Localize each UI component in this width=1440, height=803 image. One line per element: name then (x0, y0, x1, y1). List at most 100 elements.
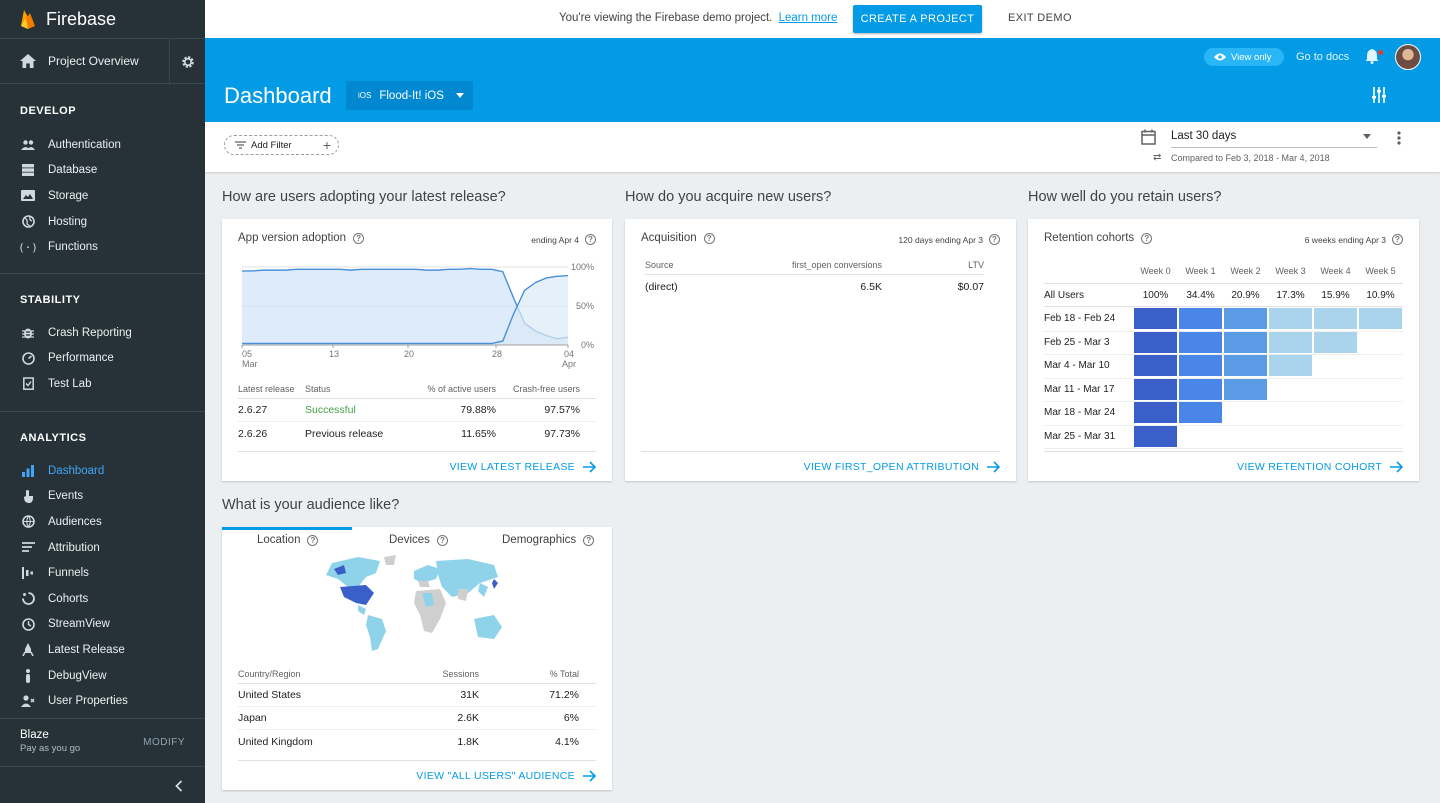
firebase-brand[interactable]: Firebase (0, 0, 205, 38)
table-row[interactable]: 2.6.27 Successful 79.88% 97.57% (238, 399, 596, 422)
sidebar-item-label: StreamView (48, 618, 110, 631)
retention-cell[interactable] (1224, 331, 1267, 353)
help-icon[interactable]: ? (353, 232, 365, 244)
cohorts-icon (20, 591, 36, 607)
view-all-users-audience-link[interactable]: VIEW "ALL USERS" AUDIENCE (238, 760, 596, 790)
modify-plan-button[interactable]: MODIFY (143, 737, 185, 748)
tune-icon[interactable] (1371, 87, 1387, 103)
sidebar-item-audiences[interactable]: Audiences (0, 509, 205, 535)
help-icon[interactable]: ? (583, 534, 595, 546)
retention-cell[interactable] (1224, 308, 1267, 329)
add-filter-button[interactable]: Add Filter + (224, 135, 339, 155)
sessions-cell: 2.6K (457, 712, 479, 724)
retention-cell[interactable] (1179, 331, 1222, 353)
crash-free-cell: 97.57% (544, 404, 580, 416)
x-tick-sublabel: Mar (242, 359, 258, 369)
view-first-open-attribution-link[interactable]: VIEW FIRST_OPEN ATTRIBUTION (641, 451, 1000, 481)
collapse-sidebar-button[interactable] (0, 767, 205, 803)
sidebar-item-label: Events (48, 490, 84, 503)
table-row[interactable]: 2.6.26 Previous release 11.65% 97.73% (238, 422, 596, 445)
date-range-value: Last 30 days (1171, 130, 1237, 142)
retention-cell[interactable] (1134, 308, 1177, 329)
tab-location[interactable]: Location? (257, 534, 319, 546)
sidebar-item-dashboard[interactable]: Dashboard (0, 458, 205, 484)
retention-cell[interactable] (1269, 355, 1312, 376)
table-row[interactable]: Japan 2.6K 6% (238, 707, 596, 730)
sidebar-item-performance[interactable]: Performance (0, 346, 205, 372)
exit-demo-button[interactable]: EXIT DEMO (1008, 12, 1072, 24)
notifications-bell-icon[interactable] (1365, 48, 1379, 64)
retention-cell[interactable] (1224, 378, 1267, 400)
help-icon[interactable]: ? (703, 232, 715, 244)
learn-more-link[interactable]: Learn more (778, 12, 838, 24)
retention-cell[interactable] (1134, 355, 1177, 376)
sidebar-item-latest-release[interactable]: Latest Release (0, 637, 205, 663)
help-icon[interactable]: ? (436, 534, 448, 546)
help-icon[interactable]: ? (1392, 234, 1403, 245)
app-selector[interactable]: iOS Flood-It! iOS (346, 81, 473, 110)
table-row[interactable]: (direct) 6.5K $0.07 (645, 275, 984, 298)
week-header: Week 1 (1185, 266, 1216, 276)
sidebar-item-label: DebugView (48, 669, 107, 682)
settings-button[interactable] (169, 39, 205, 85)
create-project-button[interactable]: CREATE A PROJECT (853, 5, 982, 33)
cohort-label: Mar 11 - Mar 17 (1044, 383, 1115, 395)
sidebar-item-storage[interactable]: Storage (0, 183, 205, 209)
retention-cell[interactable] (1224, 355, 1267, 376)
calendar-icon (1141, 129, 1156, 145)
retention-cell[interactable] (1179, 355, 1222, 376)
retention-cell[interactable] (1269, 308, 1312, 329)
country-cell: Japan (238, 712, 267, 724)
help-icon[interactable]: ? (1141, 232, 1153, 244)
app-name: Flood-It! iOS (379, 89, 444, 102)
sidebar-item-events[interactable]: Events (0, 484, 205, 510)
retention-cell[interactable] (1134, 425, 1177, 447)
cohort-label: Feb 25 - Mar 3 (1044, 336, 1110, 348)
cohort-label: Mar 25 - Mar 31 (1044, 430, 1116, 442)
sidebar-item-database[interactable]: Database (0, 158, 205, 184)
sidebar-item-attribution[interactable]: Attribution (0, 535, 205, 561)
sidebar-item-cohorts[interactable]: Cohorts (0, 586, 205, 612)
all-users-value: 20.9% (1231, 290, 1260, 301)
retention-cell[interactable] (1134, 331, 1177, 353)
sidebar-item-crash-reporting[interactable]: Crash Reporting (0, 320, 205, 346)
tab-devices[interactable]: Devices? (389, 534, 448, 546)
table-row[interactable]: United Kingdom 1.8K 4.1% (238, 730, 596, 753)
sidebar-item-debugview[interactable]: DebugView (0, 663, 205, 689)
retention-cell[interactable] (1134, 378, 1177, 400)
date-range-select[interactable]: Last 30 days (1171, 128, 1377, 148)
retention-cell[interactable] (1269, 331, 1312, 353)
sidebar-item-streamview[interactable]: StreamView (0, 612, 205, 638)
adoption-series-area (242, 268, 568, 345)
view-latest-release-link[interactable]: VIEW LATEST RELEASE (238, 451, 596, 481)
view-retention-cohort-link[interactable]: VIEW RETENTION COHORT (1044, 451, 1403, 481)
sidebar-item-label: Latest Release (48, 643, 125, 656)
go-to-docs-link[interactable]: Go to docs (1296, 51, 1350, 63)
more-vert-icon[interactable] (1397, 131, 1401, 145)
sidebar-item-hosting[interactable]: Hosting (0, 209, 205, 235)
week-header: Week 3 (1275, 266, 1306, 276)
active-users-cell: 11.65% (461, 427, 496, 440)
retention-cell[interactable] (1179, 402, 1222, 423)
user-avatar[interactable] (1395, 44, 1421, 70)
tab-demographics[interactable]: Demographics? (502, 534, 595, 546)
retention-cell[interactable] (1359, 308, 1402, 329)
country-cell: United Kingdom (238, 735, 313, 748)
x-tick-label: 04 (564, 349, 574, 359)
sidebar-item-authentication[interactable]: Authentication (0, 132, 205, 158)
retention-cell[interactable] (1179, 378, 1222, 400)
help-icon[interactable]: ? (989, 234, 1000, 245)
sidebar-item-user-properties[interactable]: User Properties (0, 688, 205, 714)
table-row[interactable]: United States 31K 71.2% (238, 684, 596, 707)
sidebar-item-functions[interactable]: (·) Functions (0, 234, 205, 260)
retention-cell[interactable] (1314, 331, 1357, 353)
retention-cell[interactable] (1314, 308, 1357, 329)
project-overview[interactable]: Project Overview (0, 38, 205, 85)
retention-table: Week 0 Week 1 Week 2 Week 3 Week 4 Week 5 All … (1044, 259, 1403, 451)
help-icon[interactable]: ? (585, 234, 596, 245)
help-icon[interactable]: ? (307, 534, 319, 546)
sidebar-item-funnels[interactable]: Funnels (0, 560, 205, 586)
retention-cell[interactable] (1134, 402, 1177, 423)
sidebar-item-test-lab[interactable]: Test Lab (0, 371, 205, 397)
retention-cell[interactable] (1179, 308, 1222, 329)
